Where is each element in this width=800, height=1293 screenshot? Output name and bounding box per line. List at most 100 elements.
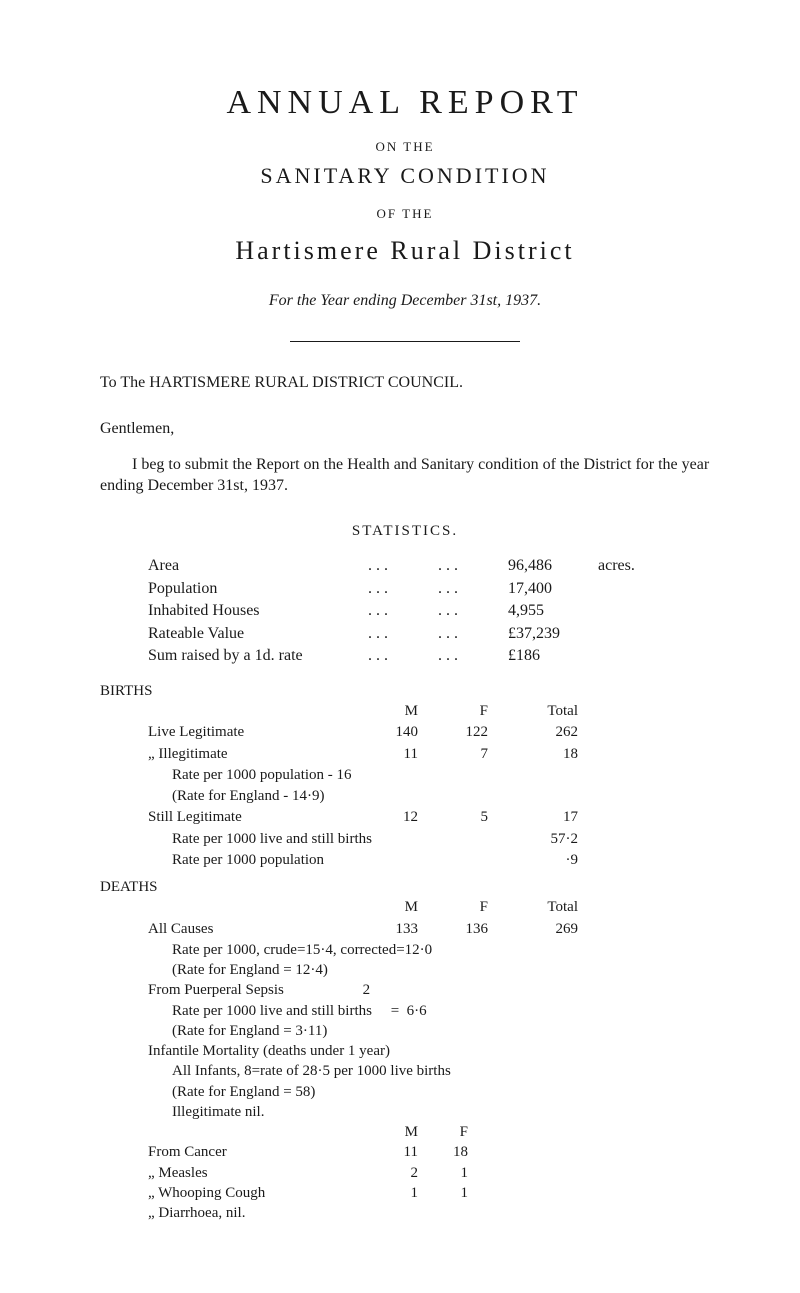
births-table: M F Total Live Legitimate 140 122 262 „ … bbox=[148, 701, 588, 871]
cell-m: 11 bbox=[368, 1142, 418, 1162]
col-total: Total bbox=[498, 897, 588, 918]
col-m: M bbox=[358, 701, 428, 722]
page-title: ANNUAL REPORT bbox=[100, 80, 710, 126]
deaths-heading: DEATHS bbox=[100, 877, 710, 897]
deaths-notes: Rate per 1000, crude=15·4, corrected=12·… bbox=[148, 940, 710, 1122]
deaths-causes-table: M F From Cancer 11 18 „ Measles 2 1 „ Wh… bbox=[148, 1122, 710, 1223]
table-row: Still Legitimate 12 5 17 bbox=[148, 807, 588, 828]
table-row: „ Illegitimate 11 7 18 bbox=[148, 744, 588, 765]
intro-paragraph: I beg to submit the Report on the Health… bbox=[100, 454, 710, 497]
area-value: £37,239 bbox=[508, 623, 598, 645]
subtitle-district-text: Hartismere Rural District bbox=[235, 236, 574, 265]
leader-dots: ... bbox=[368, 600, 438, 622]
leader-dots: ... bbox=[438, 600, 508, 622]
row-label: Still Legitimate bbox=[148, 807, 358, 828]
rate-line: Illegitimate nil. bbox=[148, 1102, 710, 1122]
cell-f: 122 bbox=[428, 722, 498, 743]
table-row: M F Total bbox=[148, 897, 588, 918]
leader-dots: ... bbox=[368, 623, 438, 645]
rate-line: Rate per 1000 live and still births = 6·… bbox=[148, 1001, 710, 1021]
births-heading: BIRTHS bbox=[100, 681, 710, 701]
col-total: Total bbox=[498, 701, 588, 722]
rate-line: (Rate for England = 12·4) bbox=[148, 960, 710, 980]
table-row: Rate per 1000 population - 16 bbox=[148, 765, 588, 786]
cell-f: 7 bbox=[428, 744, 498, 765]
leader-dots: ... bbox=[438, 645, 508, 667]
cell-f: 1 bbox=[418, 1183, 468, 1203]
row-label: „ Measles bbox=[148, 1163, 368, 1183]
cell-total: 18 bbox=[498, 744, 588, 765]
deaths-table: M F Total All Causes 133 136 269 bbox=[148, 897, 588, 940]
row-label: All Causes bbox=[148, 919, 358, 940]
leader-dots: ... bbox=[438, 578, 508, 600]
rate-line: (Rate for England = 58) bbox=[148, 1082, 710, 1102]
divider-rule bbox=[290, 341, 520, 342]
area-row: Rateable Value ... ... £37,239 bbox=[148, 623, 710, 645]
cell-f: 136 bbox=[428, 919, 498, 940]
cell-m: 133 bbox=[358, 919, 428, 940]
area-extra bbox=[598, 645, 658, 667]
overline-of-the: OF THE bbox=[100, 205, 710, 223]
rate-line: (Rate for England - 14·9) bbox=[148, 786, 498, 807]
area-value: 96,486 bbox=[508, 555, 598, 577]
rate-line: Rate per 1000 population - 16 bbox=[148, 765, 498, 786]
cell-m: 1 bbox=[368, 1183, 418, 1203]
cell-m: 11 bbox=[358, 744, 428, 765]
area-table: Area ... ... 96,486 acres. Population ..… bbox=[148, 555, 710, 667]
area-row: Area ... ... 96,486 acres. bbox=[148, 555, 710, 577]
area-row: Sum raised by a 1d. rate ... ... £186 bbox=[148, 645, 710, 667]
area-value: 17,400 bbox=[508, 578, 598, 600]
rate-line: (Rate for England = 3·11) bbox=[148, 1021, 710, 1041]
table-row: From Cancer 11 18 bbox=[148, 1142, 710, 1162]
cell-m: 140 bbox=[358, 722, 428, 743]
statistics-heading: STATISTICS. bbox=[100, 521, 710, 541]
cell-total: 262 bbox=[498, 722, 588, 743]
leader-dots: ... bbox=[368, 578, 438, 600]
for-year-line: For the Year ending December 31st, 1937. bbox=[100, 290, 710, 312]
rate-value: 57·2 bbox=[498, 829, 588, 850]
table-row: „ Whooping Cough 1 1 bbox=[148, 1183, 710, 1203]
row-label: „ Whooping Cough bbox=[148, 1183, 368, 1203]
rate-line: Rate per 1000 live and still births bbox=[148, 829, 498, 850]
table-row: Rate per 1000 population ·9 bbox=[148, 850, 588, 871]
salutation: Gentlemen, bbox=[100, 418, 710, 440]
area-row: Population ... ... 17,400 bbox=[148, 578, 710, 600]
area-row: Inhabited Houses ... ... 4,955 bbox=[148, 600, 710, 622]
row-label: Live Legitimate bbox=[148, 722, 358, 743]
rate-line: Rate per 1000, crude=15·4, corrected=12·… bbox=[148, 940, 710, 960]
area-label: Area bbox=[148, 555, 368, 577]
area-label: Population bbox=[148, 578, 368, 600]
rate-line: From Puerperal Sepsis 2 bbox=[148, 980, 710, 1000]
table-row: All Causes 133 136 269 bbox=[148, 919, 588, 940]
leader-dots: ... bbox=[368, 645, 438, 667]
area-value: 4,955 bbox=[508, 600, 598, 622]
row-label: „ Illegitimate bbox=[148, 744, 358, 765]
table-row: Live Legitimate 140 122 262 bbox=[148, 722, 588, 743]
cell-total: 17 bbox=[498, 807, 588, 828]
cell-f: 1 bbox=[418, 1163, 468, 1183]
overline-on-the: ON THE bbox=[100, 138, 710, 156]
area-extra bbox=[598, 600, 658, 622]
area-label: Rateable Value bbox=[148, 623, 368, 645]
col-m: M bbox=[368, 1122, 418, 1142]
row-label: „ Diarrhoea, nil. bbox=[148, 1203, 368, 1223]
cell-f: 5 bbox=[428, 807, 498, 828]
cell-m: 2 bbox=[368, 1163, 418, 1183]
cell-f bbox=[418, 1203, 468, 1223]
subtitle-district: Hartismere Rural District bbox=[100, 233, 710, 268]
cell-total: 269 bbox=[498, 919, 588, 940]
leader-dots: ... bbox=[438, 623, 508, 645]
area-extra bbox=[598, 623, 658, 645]
area-extra: acres. bbox=[598, 555, 658, 577]
table-row: (Rate for England - 14·9) bbox=[148, 786, 588, 807]
rate-line: Infantile Mortality (deaths under 1 year… bbox=[148, 1041, 710, 1061]
col-f: F bbox=[428, 701, 498, 722]
leader-dots: ... bbox=[368, 555, 438, 577]
row-label: From Cancer bbox=[148, 1142, 368, 1162]
table-row: M F Total bbox=[148, 701, 588, 722]
area-extra bbox=[598, 578, 658, 600]
rate-line: All Infants, 8=rate of 28·5 per 1000 liv… bbox=[148, 1061, 710, 1081]
area-value: £186 bbox=[508, 645, 598, 667]
area-label: Sum raised by a 1d. rate bbox=[148, 645, 368, 667]
rate-line: Rate per 1000 population bbox=[148, 850, 498, 871]
